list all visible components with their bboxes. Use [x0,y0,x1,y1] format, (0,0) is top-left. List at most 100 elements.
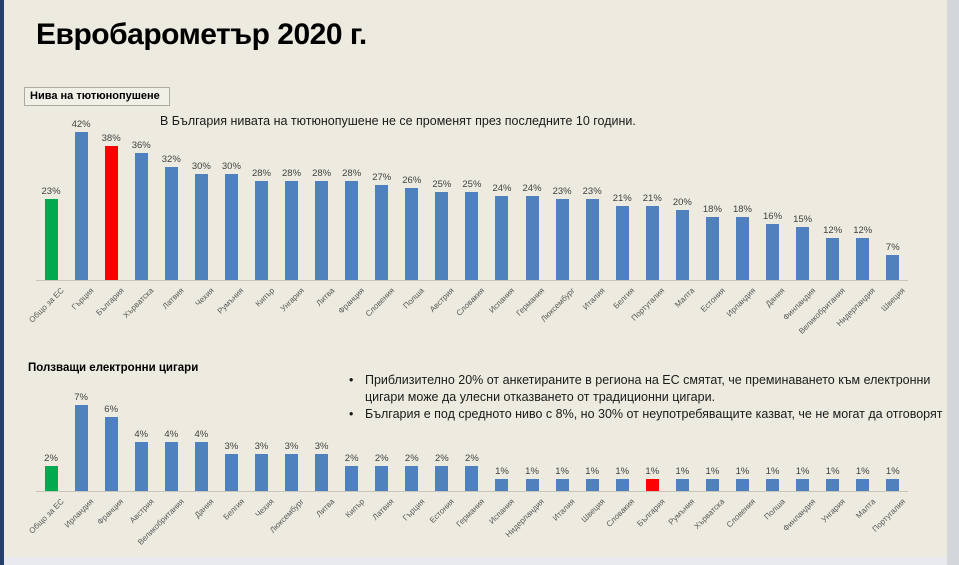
chart1-title: Нива на тютюнопушене [30,90,160,102]
bar-value-label: 32% [161,154,181,166]
bar [104,417,118,491]
x-axis-label: Ирландия [62,497,96,530]
bar [405,188,419,280]
x-axis-label: Общо за ЕС [26,497,66,536]
bar [705,216,719,280]
x-axis-label: Полша [762,497,787,522]
bar-value-label: 1% [855,465,870,477]
bar [224,174,238,280]
bar [164,441,178,491]
bar-group: 15% [788,113,818,280]
x-axis-tick: Чехия [186,281,216,339]
x-axis-label: Австрия [428,286,457,314]
x-axis-tick: Унгария [277,281,307,339]
x-axis-label: Белгия [221,497,246,522]
bar-group: 1% [878,392,908,491]
bar-value-label: 28% [251,168,271,180]
bar [615,478,629,491]
bar-value-label: 1% [735,465,750,477]
bar [525,195,539,280]
x-axis-tick: Финландия [781,492,818,560]
bar [254,454,268,491]
x-axis-tick: Дания [186,492,216,560]
bar [315,181,329,280]
bar-value-label: 3% [254,441,269,453]
bar-group: 1% [637,392,667,491]
x-axis-label: Литва [314,286,336,308]
chart1-x-axis: Общо за ЕС Гърция България Хърватска Латвия Ч… [27,281,908,339]
bar [465,466,479,491]
bar-group: 1% [727,392,757,491]
x-axis-tick: Франция [336,281,367,339]
bar [315,454,329,491]
x-axis-label: Италия [550,497,577,523]
x-axis-label: Чехия [253,497,276,520]
bar-group: 1% [667,392,697,491]
bar-value-label: 1% [705,465,720,477]
x-axis-label: Общо за ЕС [26,286,66,325]
x-axis-label: Унгария [278,286,306,314]
x-axis-label: Кипър [253,286,276,309]
x-axis-label: Дания [193,497,216,520]
bar-value-label: 16% [763,210,783,222]
bar-value-label: 2% [434,453,449,465]
x-axis-label: Италия [580,286,607,312]
x-axis-label: Словакия [604,497,637,529]
bar-group: 28% [337,113,367,280]
x-axis-label: Швеция [880,286,908,314]
x-axis-tick: Хърватска [122,281,156,339]
bar [44,199,58,280]
bar-group: 1% [697,392,727,491]
x-axis-tick: Германия [515,281,547,339]
bar-value-label: 1% [825,465,840,477]
x-axis-label: Франция [336,286,367,316]
x-axis-label: Словения [724,497,757,530]
chart1-title-box: Нива на тютюнопушене [24,87,170,106]
bar [555,199,569,280]
x-axis-tick: Литва [307,492,337,560]
bar-value-label: 1% [645,465,660,477]
bar [375,184,389,280]
x-axis-tick: Нидерландия [835,281,878,339]
bar-group: 28% [277,113,307,280]
x-axis-label: Словакия [454,286,487,318]
bar [645,206,659,280]
bar-group: 30% [216,113,246,280]
x-axis-tick: Словения [724,492,757,560]
x-axis-tick: Естония [697,281,727,339]
bar [886,255,900,280]
bar-value-label: 1% [765,465,780,477]
bar-group: 28% [307,113,337,280]
x-axis-tick: Ирландия [724,281,757,339]
bar [735,216,749,280]
bar-group: 12% [848,113,878,280]
bar-value-label: 21% [612,193,632,205]
bar-group: 3% [307,392,337,491]
bar-group: 1% [577,392,607,491]
x-axis-tick: Гърция [66,281,96,339]
x-axis-tick: Хърватска [693,492,727,560]
bar-value-label: 7% [74,392,88,403]
bar-group: 30% [186,113,216,280]
bar-group: 21% [637,113,667,280]
right-edge-strip [947,0,959,565]
bullet-item: България е под средното ниво с 8%, но 30… [345,406,945,423]
bar [164,167,178,280]
x-axis-label: Естония [428,497,457,525]
bar-value-label: 23% [552,186,572,198]
bar-group: 1% [517,392,547,491]
bar [495,478,509,491]
x-axis-label: Австрия [127,497,156,525]
bar-group: 21% [607,113,637,280]
bar [74,405,88,491]
bar-value-label: 15% [793,214,813,226]
bar-value-label: 28% [312,168,332,180]
x-axis-tick: Португалия [870,492,908,560]
x-axis-tick: Кипър [337,492,367,560]
bar-group: 1% [848,392,878,491]
bar-value-label: 25% [432,179,452,190]
bar-group: 4% [156,392,186,491]
bar-value-label: 12% [853,224,873,236]
bar [134,441,148,491]
bar-value-label: 4% [134,428,149,440]
